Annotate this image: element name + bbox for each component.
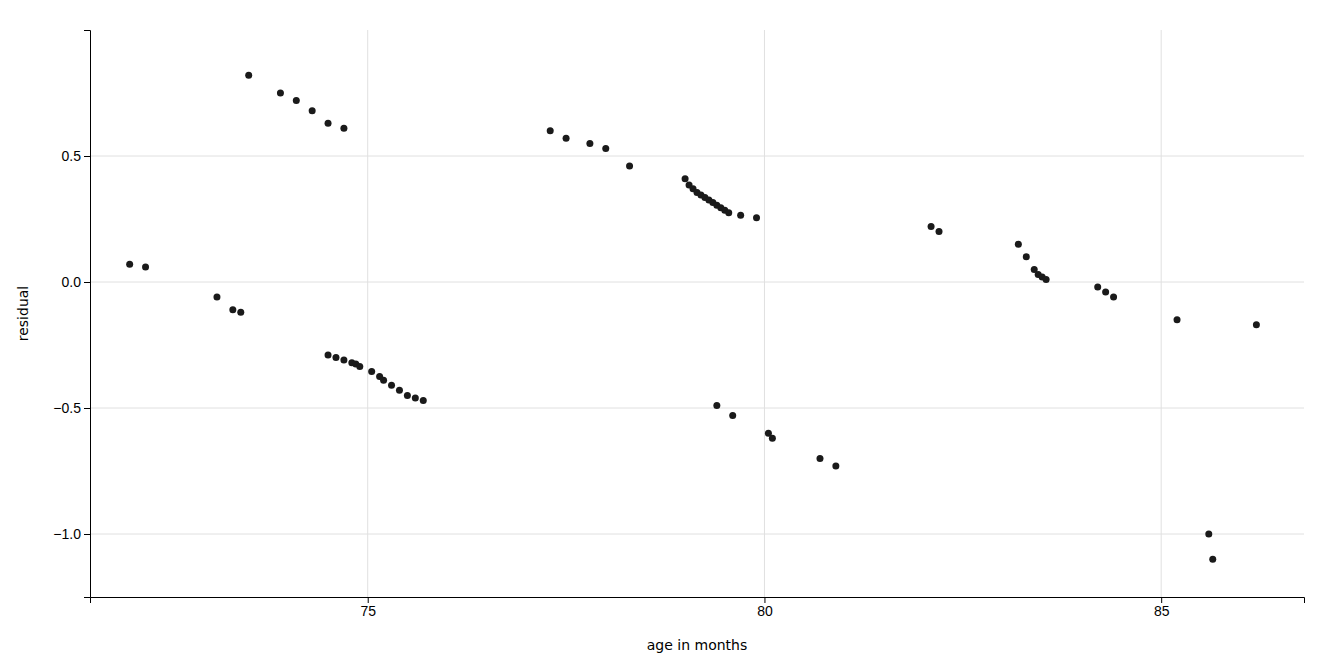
point (340, 357, 347, 364)
y-axis-tick: 0.0 (62, 274, 90, 290)
point (396, 387, 403, 394)
point (277, 90, 284, 97)
point (832, 462, 839, 469)
y-axis-tick: −0.5 (53, 400, 90, 416)
point (769, 435, 776, 442)
point (420, 397, 427, 404)
point (586, 140, 593, 147)
x-axis-tick: 85 (1154, 597, 1170, 619)
x-axis-tick-label: 80 (757, 603, 773, 619)
point (1110, 294, 1117, 301)
point (547, 127, 554, 134)
y-axis: 0.5 0.0 −0.5 −1.0 (53, 31, 90, 598)
point (1205, 531, 1212, 538)
point (237, 309, 244, 316)
y-axis-tick: 0.5 (62, 148, 90, 164)
point (1023, 253, 1030, 260)
point (1102, 289, 1109, 296)
y-axis-title: residual (15, 286, 31, 341)
point (126, 261, 133, 268)
point (816, 455, 823, 462)
y-axis-tick-mark (84, 408, 90, 409)
y-axis-tick-mark (84, 156, 90, 157)
point (332, 354, 339, 361)
point (142, 263, 149, 270)
point (340, 125, 347, 132)
point (729, 412, 736, 419)
y-grid-line (90, 534, 1304, 535)
y-axis-tick-label: −1.0 (53, 526, 81, 542)
grid (90, 30, 1304, 597)
point (388, 382, 395, 389)
point (725, 209, 732, 216)
point (682, 175, 689, 182)
y-axis-tick-label: 0.0 (62, 274, 82, 290)
points (126, 72, 1260, 563)
x-axis-tick-label: 75 (360, 603, 376, 619)
x-axis-line (91, 598, 1305, 604)
point (1253, 321, 1260, 328)
y-axis-tick: −1.0 (53, 526, 90, 542)
point (380, 377, 387, 384)
y-grid-line (90, 282, 1304, 283)
y-axis-tick-label: −0.5 (53, 400, 81, 416)
point (737, 212, 744, 219)
x-axis-title: age in months (647, 637, 747, 653)
y-axis-tick-label: 0.5 (62, 148, 82, 164)
y-grid-line (90, 408, 1304, 409)
plot: 75 80 85 0.5 0.0 −0.5 −1.0 (53, 30, 1304, 619)
x-axis: 75 80 85 (91, 597, 1305, 619)
point (1209, 556, 1216, 563)
chart: 75 80 85 0.5 0.0 −0.5 −1.0 age in months residua… (0, 0, 1344, 672)
point (404, 392, 411, 399)
x-grid-line (764, 30, 765, 597)
point (412, 394, 419, 401)
point (368, 368, 375, 375)
y-axis-tick-mark (84, 282, 90, 283)
y-axis-tick-mark (84, 534, 90, 535)
y-grid-line (90, 156, 1304, 157)
point (325, 120, 332, 127)
x-grid-line (367, 30, 368, 597)
point (325, 352, 332, 359)
x-axis-tick-label: 85 (1154, 603, 1170, 619)
point (309, 107, 316, 114)
point (356, 363, 363, 370)
point (563, 135, 570, 142)
x-grid-line (1161, 30, 1162, 597)
point (928, 223, 935, 230)
point (229, 306, 236, 313)
point (1174, 316, 1181, 323)
point (753, 214, 760, 221)
point (1043, 276, 1050, 283)
point (626, 163, 633, 170)
x-axis-tick: 80 (757, 597, 773, 619)
point (293, 97, 300, 104)
point (213, 294, 220, 301)
point (936, 228, 943, 235)
point (245, 72, 252, 79)
x-axis-tick: 75 (360, 597, 376, 619)
y-axis-line (84, 31, 91, 598)
point (602, 145, 609, 152)
point (713, 402, 720, 409)
point (1015, 241, 1022, 248)
point (1094, 284, 1101, 291)
